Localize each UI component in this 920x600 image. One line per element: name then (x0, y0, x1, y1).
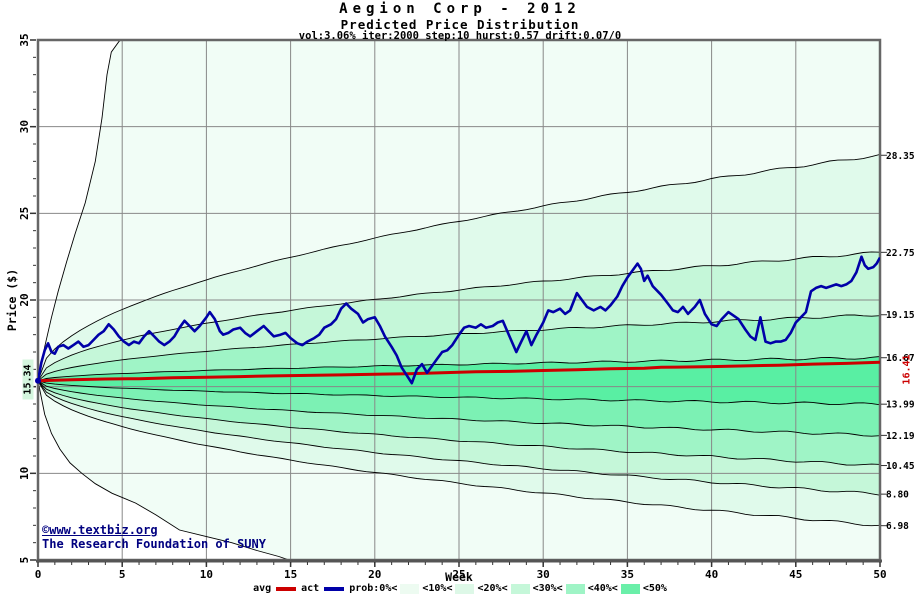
legend-swatch-20-30 (510, 583, 530, 594)
legend: avg act prob:0%< <10%< <20%< <30%< <40%<… (0, 583, 920, 594)
svg-text:35: 35 (18, 33, 31, 46)
svg-text:22.75: 22.75 (886, 248, 915, 259)
svg-text:30: 30 (537, 568, 550, 581)
svg-text:25: 25 (452, 568, 465, 581)
svg-text:12.19: 12.19 (886, 431, 915, 442)
legend-swatch-10-20 (455, 583, 475, 594)
axis-ticks (30, 39, 887, 567)
watermark-org: The Research Foundation of SUNY (42, 537, 266, 551)
svg-text:50: 50 (873, 568, 886, 581)
y-axis-title: Price ($) (5, 268, 19, 332)
svg-text:19.15: 19.15 (886, 310, 915, 321)
legend-act-line-swatch (324, 586, 345, 591)
svg-text:40: 40 (705, 568, 718, 581)
legend-swatch-40-50 (620, 583, 640, 594)
legend-swatch-0-10 (400, 583, 420, 594)
svg-text:13.99: 13.99 (886, 400, 915, 411)
probability-band (38, 380, 880, 496)
axis-labels: 0 5 10 15 20 25 30 35 40 45 505102025303528.3522.7… (18, 33, 915, 581)
svg-text:6.98: 6.98 (886, 521, 909, 532)
act-line (38, 255, 880, 385)
svg-text:25: 25 (18, 207, 31, 220)
page-subtitle: Predicted Price Distribution (340, 17, 580, 32)
start-price-label: 15.34 (22, 359, 34, 400)
svg-text:35: 35 (621, 568, 634, 581)
svg-text:0: 0 (35, 568, 42, 581)
quantile-curves (38, 40, 880, 560)
legend-swatch-30-40 (565, 583, 585, 594)
legend-prob-10-label: <10%< (422, 583, 453, 594)
svg-text:45: 45 (789, 568, 802, 581)
svg-text:5: 5 (119, 568, 126, 581)
svg-text:28.35: 28.35 (886, 151, 915, 162)
legend-prob-0-label: prob:0%< (349, 583, 398, 594)
svg-text:15: 15 (284, 568, 297, 581)
watermark-link[interactable]: ©www.textbiz.org (42, 523, 158, 537)
legend-prob-30-label: <30%< (532, 583, 563, 594)
legend-avg-label: avg (253, 583, 272, 594)
legend-avg-line-swatch (276, 586, 297, 591)
legend-prob-20-label: <20%< (477, 583, 508, 594)
svg-text:20: 20 (368, 568, 381, 581)
svg-text:10.45: 10.45 (886, 461, 915, 472)
legend-act-label: act (301, 583, 320, 594)
svg-text:8.80: 8.80 (886, 490, 909, 501)
svg-text:16.67: 16.67 (886, 353, 915, 364)
svg-text:20: 20 (18, 293, 31, 306)
start-point (35, 377, 41, 384)
x-axis-title: Week (445, 570, 473, 584)
avg-line (38, 360, 880, 383)
svg-text:5: 5 (18, 557, 31, 564)
legend-prob-40-label: <40%< (587, 583, 618, 594)
page-title: Aegion Corp - 2012 (339, 1, 581, 17)
probability-band (38, 380, 880, 560)
probability-band (38, 380, 880, 526)
svg-text:30: 30 (18, 120, 31, 133)
svg-text:10: 10 (200, 568, 213, 581)
gridlines (38, 40, 880, 560)
simulation-params: vol:3.06% iter:2000 step:10 hurst:0.57 d… (298, 30, 622, 42)
avg-end-price-label: 16.41 (901, 354, 913, 385)
svg-text:10: 10 (18, 467, 31, 480)
legend-prob-50-label: <50% (642, 583, 667, 594)
